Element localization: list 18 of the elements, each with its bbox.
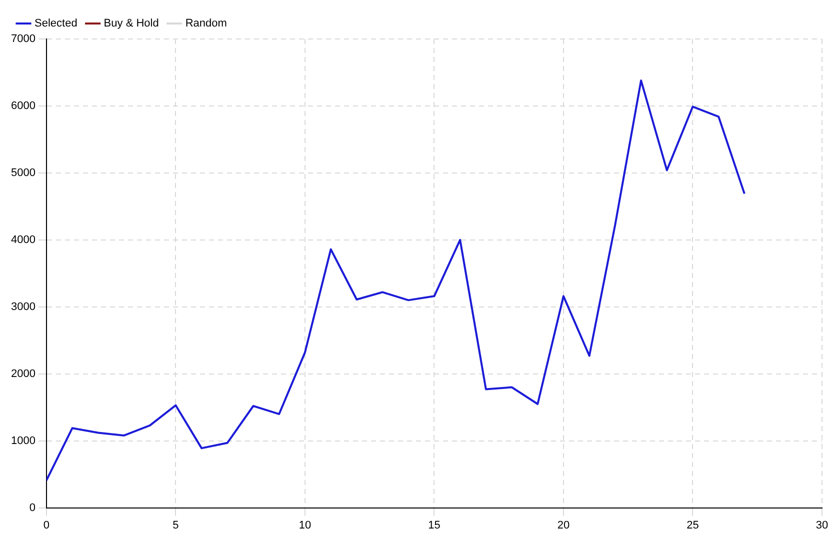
x-tick-label: 5 <box>172 519 179 532</box>
x-tick-label: 0 <box>43 519 50 532</box>
x-tick-label: 20 <box>557 519 570 532</box>
y-tick-label: 0 <box>29 502 36 514</box>
x-tick-label: 30 <box>816 519 828 532</box>
y-tick-label: 6000 <box>10 100 36 112</box>
y-tick-label: 4000 <box>10 234 36 246</box>
y-tick-label: 7000 <box>10 33 36 46</box>
y-tick-label: 3000 <box>10 300 36 313</box>
x-tick-label: 15 <box>428 519 440 532</box>
legend-label: Selected <box>34 18 78 30</box>
x-tick-label: 25 <box>686 519 699 532</box>
y-tick-label: 1000 <box>10 434 36 447</box>
y-tick-label: 2000 <box>10 368 36 380</box>
legend-label: Buy & Hold <box>104 18 159 30</box>
legend-label: Random <box>185 18 227 30</box>
y-tick-label: 5000 <box>10 166 36 179</box>
x-tick-label: 10 <box>298 519 312 532</box>
